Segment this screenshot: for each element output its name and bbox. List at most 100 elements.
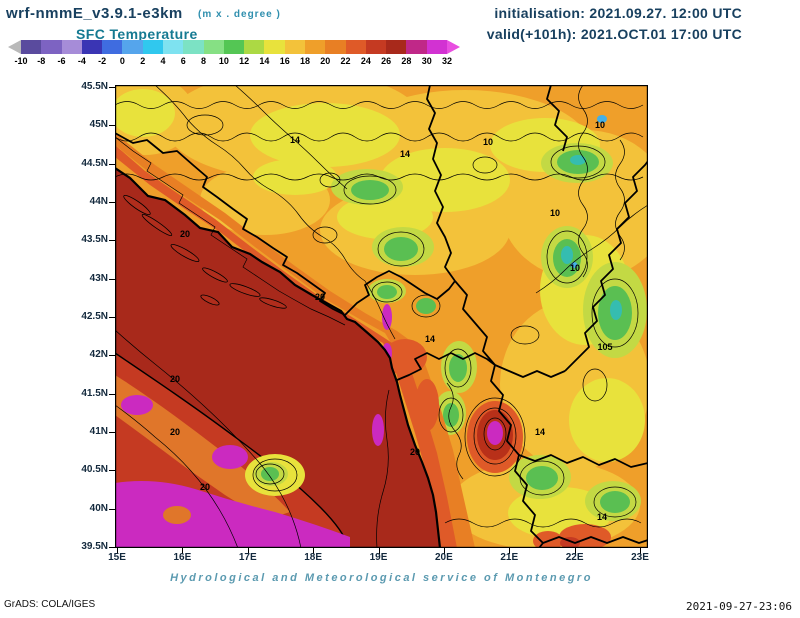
contour-value-label: 105	[597, 342, 612, 352]
footer-caption: Hydrological and Meteorological service …	[170, 572, 593, 584]
creation-timestamp: 2021-09-27-23:06	[686, 600, 792, 613]
lat-tick-label: 43N	[89, 272, 108, 284]
colorbar-segment	[304, 40, 326, 54]
lat-tick-label: 42N	[89, 349, 108, 361]
lon-tick-label: 16E	[173, 552, 192, 563]
valid-time: valid(+101h): 2021.OCT.01 17:00 UTC	[486, 26, 742, 42]
colorbar-tick-label: 12	[239, 56, 250, 66]
map-plot-area: 14 14 10 10 10 20 20 10 14 105 20 14 20 20 20 14	[109, 85, 648, 554]
country-borders	[115, 85, 648, 548]
contour-value-label: 20	[170, 427, 180, 437]
sea-hot-spot	[382, 304, 392, 330]
colorbar-tick-label: 14	[259, 56, 270, 66]
lat-tick-label: 45.5N	[81, 81, 108, 92]
lat-tick-label: 41.5N	[81, 387, 108, 399]
colorbar-tick-label: 30	[421, 56, 432, 66]
contour-value-label: 20	[180, 229, 190, 239]
contour-value-label: 14	[597, 512, 607, 522]
contour-value-labels: 14 14 10 10 10 20 20 10 14 105 20 14 20 20 20 14	[170, 120, 613, 522]
colorbar-segment	[122, 40, 143, 54]
colorbar-tick-label: 10	[218, 56, 229, 66]
colorbar-tick-label: 4	[160, 56, 166, 66]
lat-tick-label: 43.5N	[81, 234, 108, 246]
colorbar-segment	[406, 40, 427, 54]
colorbar-tick-label: 22	[340, 56, 351, 66]
longitude-axis-labels: 15E 16E 17E 18E 19E 20E 21E 22E 23E	[108, 552, 655, 564]
colorbar-tick-label: 6	[180, 56, 186, 66]
lat-tick-label: 40N	[89, 502, 108, 514]
colorbar-segment	[244, 40, 265, 54]
contour-value-label: 20	[315, 292, 325, 302]
lat-tick-mark	[109, 508, 115, 510]
lon-tick-mark	[640, 548, 641, 554]
temperature-contour-lines	[115, 85, 648, 548]
colorbar-segments	[21, 40, 447, 54]
lat-tick-label: 44.5N	[81, 157, 108, 169]
colorbar-tick-labels: -10 -8 -6 -4 -2 0 2 4 6 8 10 12 14 16 18 20 22 24 26 28 30 32	[8, 56, 468, 68]
lat-tick-label: 41N	[89, 425, 108, 437]
lon-tick-mark	[313, 548, 315, 554]
lon-tick-label: 23E	[631, 552, 649, 563]
lat-tick-mark	[109, 201, 115, 203]
field-title: SFC Temperature	[76, 26, 198, 42]
colorbar-tick-label: -6	[57, 56, 66, 66]
lon-tick-label: 17E	[238, 552, 257, 563]
colorbar-tick-label: -8	[37, 56, 46, 66]
colorbar-segment	[203, 40, 224, 54]
lon-tick-mark	[509, 548, 511, 554]
lat-tick-mark	[109, 87, 115, 88]
initialisation-time: initialisation: 2021.09.27. 12:00 UTC	[494, 5, 742, 21]
lat-tick-mark	[109, 470, 115, 472]
contour-value-label: 14	[400, 149, 410, 159]
lat-tick-mark	[109, 278, 115, 280]
lon-tick-mark	[574, 548, 576, 554]
lon-tick-mark	[378, 548, 380, 554]
plot-frame	[115, 85, 648, 548]
grads-credit: GrADS: COLA/IGES	[4, 599, 96, 610]
colorbar-segment	[345, 40, 366, 54]
colorbar-segment	[61, 40, 82, 54]
lat-tick-mark	[109, 163, 115, 165]
lat-tick-label: 45N	[89, 119, 108, 131]
lat-tick-label: 39.5N	[81, 540, 108, 552]
colorbar-tick-label: 16	[279, 56, 290, 66]
colorbar-segment	[426, 40, 447, 54]
lat-tick-mark	[109, 431, 115, 433]
colorbar-segment	[162, 40, 184, 54]
colorbar-tick-label: 32	[441, 56, 452, 66]
contour-value-label: 14	[425, 334, 435, 344]
colorbar-segment	[284, 40, 305, 54]
contour-value-label: 20	[410, 447, 420, 457]
colorbar-segment	[41, 40, 62, 54]
temperature-map-svg: 14 14 10 10 10 20 20 10 14 105 20 14 20 20 20 14	[115, 85, 648, 548]
fill-band-6-8	[561, 155, 622, 320]
lon-tick-mark	[182, 548, 184, 554]
lon-tick-label: 15E	[108, 552, 126, 563]
colorbar-tick-label: 2	[140, 56, 146, 66]
colorbar-tick-label: 18	[299, 56, 310, 66]
contour-value-label: 14	[290, 135, 300, 145]
colorbar-tick-label: 24	[360, 56, 371, 66]
lon-tick-mark	[247, 548, 249, 554]
lon-tick-label: 18E	[304, 552, 323, 563]
colorbar-tick-label: -2	[98, 56, 107, 66]
temperature-colorbar	[8, 40, 460, 54]
lat-tick-label: 44N	[89, 195, 108, 207]
croatian-islands	[123, 194, 287, 309]
colorbar-tick-label: -10	[14, 56, 28, 66]
model-units: (m x . degree )	[198, 9, 281, 20]
colorbar-segment	[183, 40, 204, 54]
lon-tick-label: 20E	[434, 552, 453, 563]
colorbar-segment	[142, 40, 163, 54]
colorbar-tick-label: 0	[119, 56, 125, 66]
lon-tick-label: 22E	[565, 552, 584, 563]
lat-tick-mark	[109, 240, 115, 242]
contour-value-label: 10	[483, 137, 493, 147]
lat-tick-mark	[109, 393, 115, 395]
lon-tick-label: 21E	[500, 552, 519, 563]
lat-tick-label: 40.5N	[81, 464, 108, 476]
colorbar-segment	[21, 40, 42, 54]
lon-tick-label: 19E	[369, 552, 388, 563]
sea-hot-spot	[372, 414, 384, 446]
